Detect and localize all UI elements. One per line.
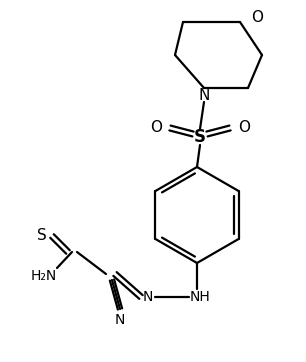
Text: H₂N: H₂N [31, 269, 57, 283]
Text: N: N [115, 313, 125, 327]
Text: N: N [143, 290, 153, 304]
Text: S: S [37, 228, 47, 244]
Text: O: O [150, 121, 162, 135]
Text: O: O [251, 10, 263, 25]
Text: O: O [238, 121, 250, 135]
Text: N: N [198, 88, 210, 104]
Text: S: S [194, 128, 206, 146]
Text: NH: NH [190, 290, 211, 304]
